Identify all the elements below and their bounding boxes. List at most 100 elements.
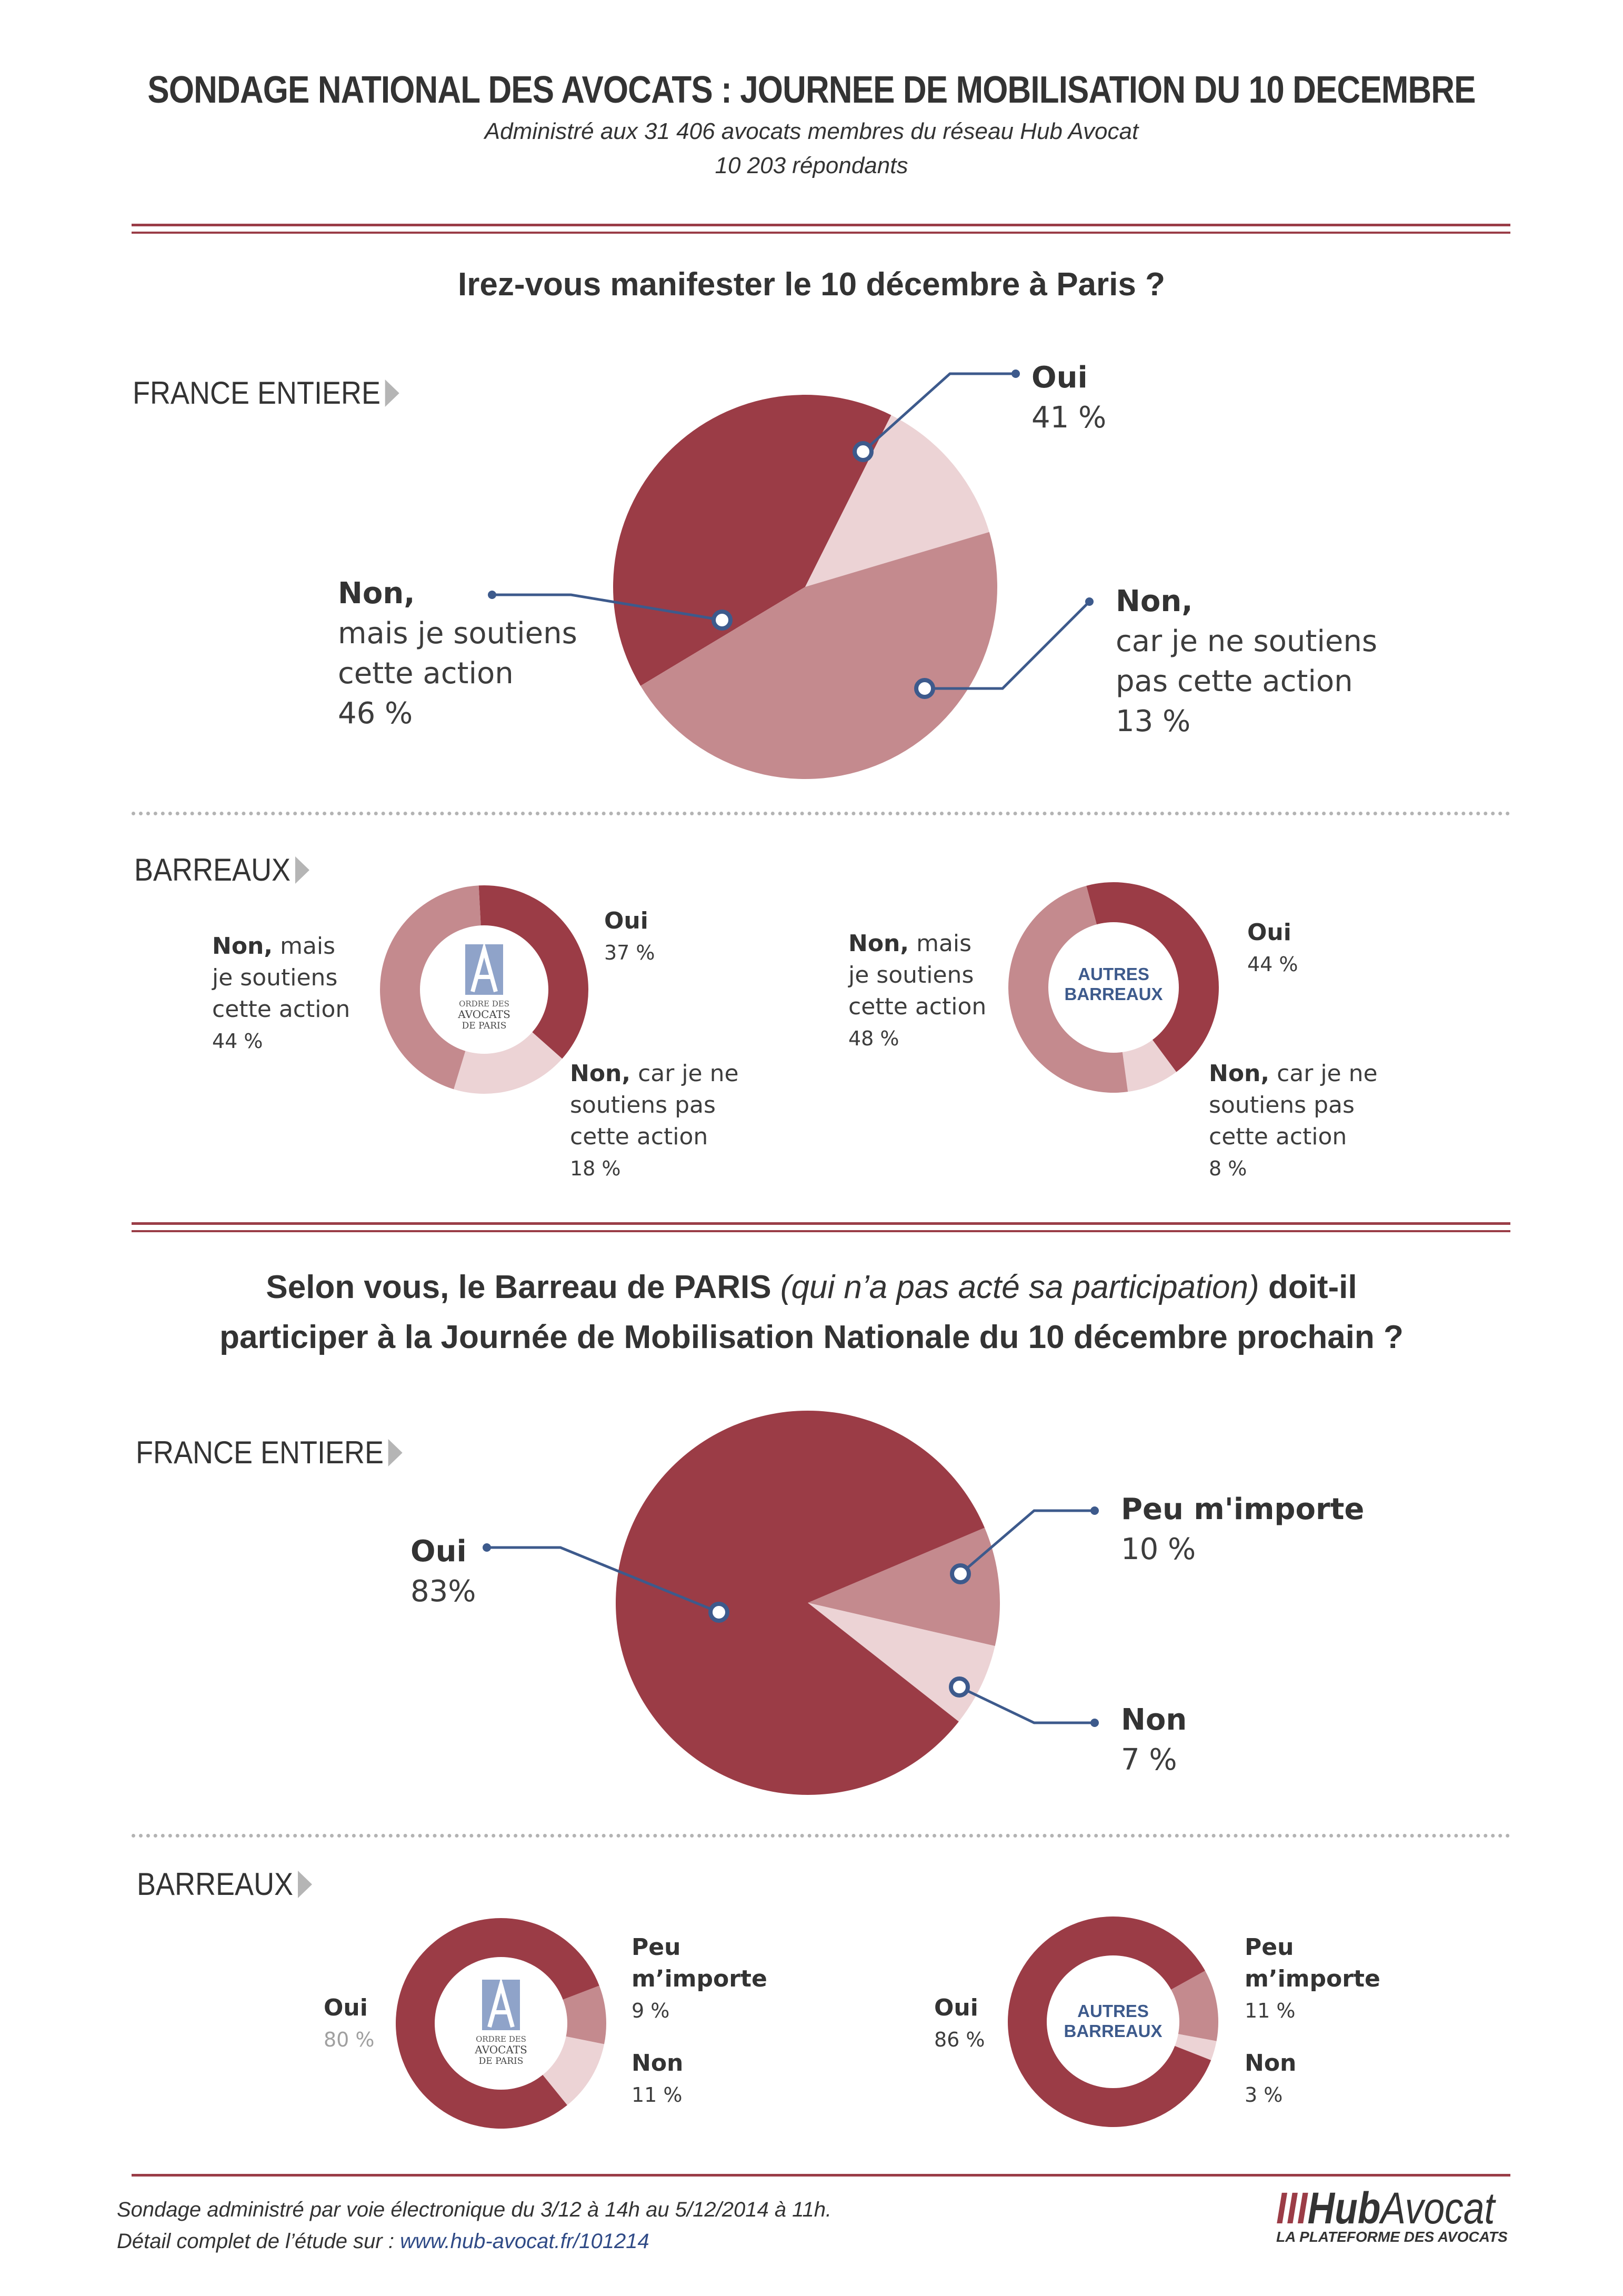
- label-text: mais: [280, 933, 336, 960]
- paris-logo-text: AVOCATS: [457, 1008, 510, 1021]
- paris-logo-text: DE PARIS: [462, 1021, 507, 1031]
- label-text: cette action: [570, 1123, 708, 1150]
- question-text: Selon vous, le Barreau de PARIS: [266, 1269, 772, 1305]
- label-pct: 3 %: [1245, 2083, 1283, 2107]
- question-text-italic: (qui n’a pas acté sa participation): [780, 1269, 1259, 1305]
- divider: [132, 2174, 1510, 2177]
- q2-autres-label-oui: Oui 86 %: [934, 1992, 985, 2055]
- label-text: Peu: [632, 1934, 681, 1961]
- footer-text: Sondage administré par voie électronique…: [117, 2194, 831, 2257]
- question-text: doit-il: [1268, 1269, 1357, 1305]
- logo-tagline: LA PLATEFORME DES AVOCATS: [1276, 2229, 1508, 2245]
- ordre-avocats-paris-logo: ORDRE DES AVOCATS DE PARIS: [457, 941, 510, 1031]
- donut-q2-autres-hole: [1047, 1955, 1179, 2088]
- label-text: Non,: [570, 1060, 631, 1087]
- dotted-separator: [132, 812, 1510, 815]
- label-text: Non: [1245, 2050, 1297, 2077]
- autres-center-text: BARREAUX: [1064, 984, 1163, 1004]
- page-title: SONDAGE NATIONAL DES AVOCATS : JOURNEE D…: [147, 69, 1476, 111]
- leader-line: [492, 593, 723, 622]
- q2-label-non: Non 7 %: [1121, 1700, 1187, 1780]
- label-text: Peu m'importe: [1121, 1492, 1365, 1526]
- label-pct: 80 %: [324, 2028, 375, 2051]
- label-pct: 18 %: [570, 1157, 621, 1180]
- paris-logo-text: DE PARIS: [479, 2056, 524, 2067]
- footer-line-2: Détail complet de l’étude sur :: [117, 2230, 394, 2253]
- label-text: m’importe: [632, 1965, 767, 1992]
- section-france-entiere: FRANCE ENTIERE: [136, 1434, 403, 1471]
- divider: [132, 224, 1510, 226]
- divider: [132, 232, 1510, 234]
- leader-lines: [483, 370, 1099, 1727]
- label-text: cette action: [338, 656, 514, 691]
- section-barreaux: BARREAUX: [137, 1866, 313, 1902]
- label-pct: 11 %: [1245, 1999, 1296, 2022]
- paris-logo-text: ORDRE DES: [459, 999, 509, 1009]
- label-pct: 83%: [410, 1574, 476, 1609]
- autres-label-oui: Oui 44 %: [1247, 917, 1298, 980]
- question-2-line-2: participer à la Journée de Mobilisation …: [219, 1319, 1404, 1355]
- autres-center-text: BARREAUX: [1064, 2021, 1162, 2041]
- pie-slices: [379, 395, 1219, 2129]
- label-pct: 44 %: [212, 1030, 263, 1053]
- pie-q1-france-slice-1: [805, 415, 989, 587]
- autres-label-non-car: Non, car je ne soutiens pas cette action…: [1209, 1058, 1378, 1184]
- paris-label-oui: Oui 37 %: [604, 905, 655, 969]
- donut-centers: ORDRE DES AVOCATS DE PARIS AUTRES BARREA…: [457, 941, 1163, 2067]
- label-text: cette action: [212, 996, 350, 1023]
- label-text: cette action: [848, 993, 987, 1020]
- label-text: pas cette action: [1116, 664, 1353, 698]
- pie-q1-france-slice-2: [640, 532, 998, 780]
- leader-marker: [914, 678, 935, 699]
- paris-logo-text: ORDRE DES: [476, 2034, 526, 2044]
- label-text: Oui: [1247, 919, 1291, 946]
- q2-label-oui: Oui 83%: [410, 1532, 476, 1612]
- q2-label-peu: Peu m'importe 10 %: [1121, 1490, 1364, 1570]
- label-text: soutiens pas: [1209, 1092, 1355, 1119]
- section-label: BARREAUX: [134, 852, 291, 887]
- label-pct: 48 %: [848, 1027, 899, 1050]
- label-text: Oui: [934, 1994, 978, 2021]
- autres-center-text: AUTRES: [1078, 964, 1149, 984]
- pie-q2-france-slice-2: [616, 1411, 985, 1795]
- question-1: Irez-vous manifester le 10 décembre à Pa…: [458, 266, 1165, 303]
- label-text: car je ne: [638, 1060, 739, 1087]
- page-subtitle: Administré aux 31 406 avocats membres du…: [484, 118, 1139, 144]
- logo-hub: Hub: [1307, 2183, 1381, 2233]
- autres-barreaux-center: AUTRES BARREAUX: [1064, 2001, 1162, 2041]
- label-text: soutiens pas: [570, 1092, 716, 1119]
- label-non-car: Non, car je ne soutiens pas cette action…: [1116, 582, 1377, 742]
- hub-avocat-logo: IIIHubAvocat LA PLATEFORME DES AVOCATS: [1276, 2184, 1534, 2245]
- leader-marker: [712, 610, 733, 631]
- autres-center-text: AUTRES: [1077, 2001, 1149, 2021]
- label-non-mais: Non, mais je soutiens cette action 46 %: [338, 574, 577, 734]
- study-link[interactable]: www.hub-avocat.fr/101214: [400, 2230, 649, 2253]
- label-pct: 37 %: [604, 941, 655, 964]
- leader-line: [959, 1509, 1095, 1575]
- paris-logo-text: AVOCATS: [474, 2043, 527, 2056]
- q2-paris-label-oui: Oui 80 %: [324, 1992, 375, 2055]
- label-text: Oui: [410, 1534, 467, 1569]
- arrow-icon: [385, 380, 400, 407]
- leader-line: [958, 1685, 1095, 1724]
- label-text: je soutiens: [848, 962, 974, 989]
- q2-autres-label-peu: Peu m’importe 11 %: [1245, 1932, 1380, 2027]
- leader-dot: [488, 591, 496, 599]
- label-text: je soutiens: [212, 964, 338, 991]
- leader-line: [487, 1546, 719, 1614]
- pie-q2-france-slice-0: [808, 1528, 1000, 1646]
- section-label: BARREAUX: [137, 1866, 294, 1902]
- label-text: Oui: [324, 1994, 368, 2021]
- label-text: Non,: [1116, 584, 1193, 618]
- label-text: Oui: [604, 907, 648, 934]
- label-pct: 7 %: [1121, 1743, 1177, 1777]
- divider: [132, 1222, 1510, 1225]
- label-text: cette action: [1209, 1123, 1347, 1150]
- arrow-icon: [388, 1439, 403, 1466]
- label-pct: 46 %: [338, 696, 413, 731]
- leader-line: [862, 372, 1016, 453]
- leader-dot: [1090, 1719, 1099, 1727]
- label-text: mais je soutiens: [338, 616, 577, 651]
- label-text: car je ne soutiens: [1116, 624, 1378, 658]
- paris-logo-a: [470, 941, 498, 993]
